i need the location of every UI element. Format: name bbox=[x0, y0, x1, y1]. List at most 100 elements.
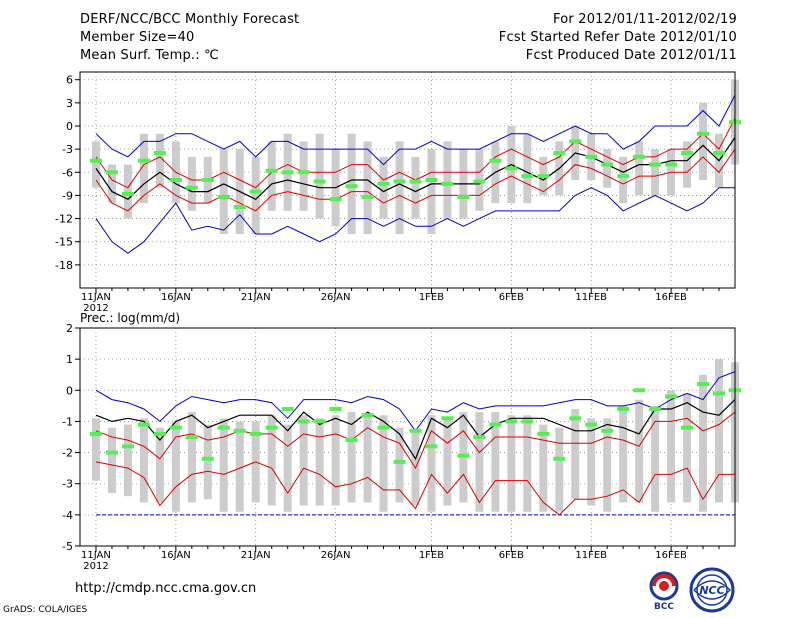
temp-observed-marker bbox=[569, 139, 582, 144]
temp-ensemble-bar bbox=[347, 133, 356, 234]
temp-observed-marker bbox=[169, 178, 182, 182]
temp-observed-marker bbox=[89, 158, 102, 163]
prec-ensemble-bar bbox=[363, 415, 372, 503]
temp-ensemble-bar bbox=[443, 141, 452, 219]
temp-plot-frame bbox=[79, 71, 736, 289]
chart-title: DERF/NCC/BCC Monthly Forecast bbox=[80, 12, 300, 27]
temp-observed-marker bbox=[281, 170, 294, 175]
prec-ensemble-bar bbox=[651, 405, 660, 512]
temp-ensemble-bar bbox=[139, 133, 148, 204]
ncc-logo-text: NCC bbox=[699, 584, 724, 597]
temp-ensemble-min-line bbox=[95, 187, 735, 254]
prec-observed-marker bbox=[537, 431, 550, 436]
temp-observed-marker bbox=[601, 162, 614, 167]
source-url[interactable]: http://cmdp.ncc.cma.gov.cn bbox=[75, 581, 257, 596]
prec-ensemble-mean-line bbox=[95, 399, 736, 461]
grads-credit: GrADS: COLA/IGES bbox=[3, 605, 88, 615]
prec-x-tick-label: 21JAN bbox=[241, 550, 271, 561]
prec-ensemble-bar bbox=[699, 374, 708, 512]
temp-y-tick-label: -6 bbox=[62, 166, 73, 179]
forecast-produced-date: Fcst Produced Date 2012/01/11 bbox=[525, 48, 737, 63]
temp-ensemble-bar bbox=[699, 102, 708, 180]
temp-observed-marker bbox=[393, 179, 406, 184]
prec-observed-marker bbox=[521, 419, 534, 424]
temp-ensemble-max-line bbox=[95, 94, 736, 166]
prec-ensemble-bar bbox=[315, 418, 324, 506]
prec-ensemble-bar bbox=[427, 415, 436, 512]
temp-observed-marker bbox=[201, 178, 214, 182]
prec-observed-marker bbox=[457, 453, 470, 458]
temp-observed-marker bbox=[153, 151, 166, 155]
prec-ensemble-bar bbox=[139, 418, 148, 503]
temp-observed-marker bbox=[121, 191, 134, 196]
prec-ensemble-bar bbox=[91, 418, 100, 481]
prec-x-tick-label: 6FEB bbox=[499, 550, 524, 561]
prec-ensemble-bar bbox=[395, 427, 404, 503]
prec-ensemble-bar bbox=[107, 427, 116, 494]
ncc-logo: NCC bbox=[689, 567, 735, 613]
temp-observed-marker bbox=[457, 194, 470, 199]
temp-y-tick-label: 0 bbox=[66, 120, 73, 133]
temp-y-tick-label: -15 bbox=[55, 236, 73, 249]
prec-observed-marker bbox=[265, 425, 278, 430]
prec-observed-marker bbox=[697, 382, 710, 387]
temp-observed-marker bbox=[297, 170, 310, 175]
forecast-start-date: Fcst Started Refer Date 2012/01/10 bbox=[498, 30, 737, 45]
prec-ensemble-bar bbox=[283, 424, 292, 512]
prec-observed-marker bbox=[217, 425, 230, 430]
prec-ensemble-bar bbox=[475, 412, 484, 512]
temp-observed-marker bbox=[521, 174, 534, 179]
temp-observed-marker bbox=[377, 181, 390, 186]
forecast-period: For 2012/01/11-2012/02/19 bbox=[553, 12, 737, 27]
temp-x-tick-label: 21JAN bbox=[241, 292, 271, 303]
temp-y-tick-label: -9 bbox=[62, 189, 73, 202]
prec-observed-marker bbox=[633, 388, 646, 393]
prec-x-tick-label: 1FEB bbox=[419, 550, 444, 561]
prec-spread-lowest-line bbox=[95, 461, 735, 516]
prec-observed-marker bbox=[345, 438, 358, 443]
temp-ensemble-bar bbox=[619, 156, 628, 204]
temp-ensemble-bar bbox=[299, 141, 308, 211]
temp-panel: 6 3 0 -3 -6 -9 -12 -15 -18 11JAN 16JAN 21JAN 26JAN 1F… bbox=[55, 71, 741, 314]
temp-observed-marker bbox=[265, 168, 278, 173]
prec-ensemble-bar bbox=[219, 418, 228, 512]
temp-y-tick-label: 3 bbox=[66, 97, 73, 110]
prec-y-tick-label: 0 bbox=[66, 384, 73, 397]
prec-x-tick-label: 11JAN bbox=[81, 550, 111, 561]
prec-observed-marker bbox=[649, 406, 662, 411]
prec-observed-marker bbox=[185, 435, 198, 439]
prec-ensemble-bar bbox=[443, 418, 452, 506]
prec-observed-marker bbox=[409, 428, 422, 433]
temp-x-tick-label: 6FEB bbox=[499, 292, 524, 303]
prec-observed-marker bbox=[617, 406, 630, 411]
prec-ensemble-bar bbox=[587, 418, 596, 506]
prec-observed-marker bbox=[393, 459, 406, 464]
temp-y-tick-label: -3 bbox=[62, 143, 73, 156]
prec-y-tick-label: -5 bbox=[62, 540, 73, 553]
temp-ensemble-bar bbox=[219, 149, 228, 234]
temp-observed-marker bbox=[553, 151, 566, 155]
prec-x-tick-label: 16FEB bbox=[655, 550, 687, 561]
prec-y-tick-label: 1 bbox=[66, 353, 73, 366]
prec-ensemble-bar bbox=[683, 393, 692, 503]
temp-ensemble-bar bbox=[363, 141, 372, 234]
temp-spread-lower-line bbox=[95, 148, 736, 212]
prec-observed-marker bbox=[297, 419, 310, 424]
prec-ensemble-bar bbox=[187, 412, 196, 503]
prec-ensemble-bar bbox=[299, 415, 308, 506]
temp-y-tick-label: 6 bbox=[66, 74, 73, 87]
bcc-logo-text: BCC bbox=[654, 602, 674, 612]
temp-observed-marker bbox=[537, 174, 550, 179]
temp-observed-marker bbox=[617, 174, 630, 179]
prec-observed-marker bbox=[585, 422, 598, 427]
prec-y-tick-label: -4 bbox=[62, 509, 73, 522]
temp-observed-marker bbox=[361, 194, 374, 199]
prec-ensemble-bar bbox=[155, 427, 164, 503]
temp-observed-marker bbox=[329, 197, 342, 202]
prec-ensemble-bar bbox=[619, 405, 628, 503]
prec-ensemble-bar bbox=[123, 424, 132, 497]
prec-ensemble-bar bbox=[203, 424, 212, 500]
temp-ensemble-bar bbox=[107, 164, 116, 204]
temp-observed-marker bbox=[249, 189, 262, 194]
prec-observed-marker bbox=[89, 431, 102, 436]
